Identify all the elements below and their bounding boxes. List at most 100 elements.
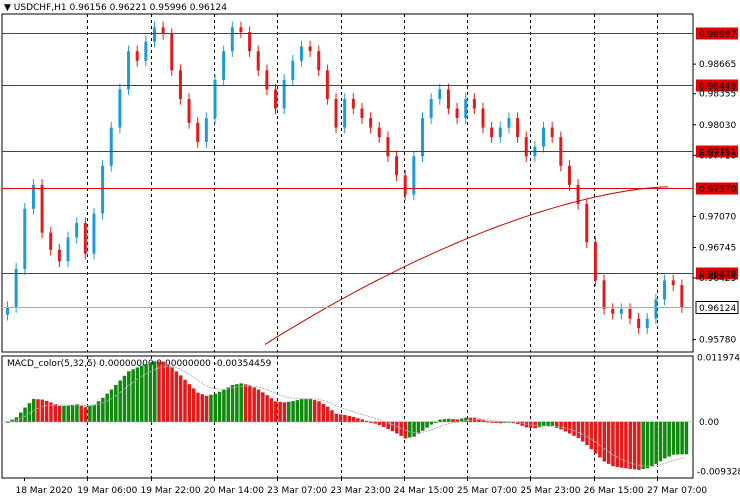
macd-bar	[671, 421, 676, 455]
candle-body	[550, 127, 554, 138]
macd-bar	[295, 400, 300, 422]
macd-bar	[420, 421, 425, 431]
triangle-down-icon[interactable]: ▼	[4, 3, 14, 13]
macd-bar	[485, 421, 490, 423]
macd-bar	[10, 419, 14, 422]
macd-bar	[546, 421, 550, 427]
macd-bar	[144, 364, 148, 422]
macd-bar	[356, 418, 360, 422]
macd-bar	[589, 421, 594, 450]
candle-body	[204, 118, 208, 142]
macd-bar	[632, 421, 637, 470]
x-tick-label: 25 Mar 23:00	[520, 486, 580, 496]
macd-bar	[14, 417, 19, 422]
macd-bar	[373, 421, 377, 424]
macd-bar	[269, 398, 274, 422]
candle-body	[343, 98, 347, 128]
candle-body	[507, 118, 511, 128]
macd-bar	[645, 421, 650, 469]
candle-body	[351, 98, 355, 109]
candle-body	[645, 318, 649, 329]
x-tick-label: 24 Mar 15:00	[394, 486, 454, 496]
macd-bar	[464, 417, 468, 422]
level-price-tag	[696, 145, 738, 158]
macd-bar	[18, 412, 23, 422]
macd-bar	[325, 406, 330, 422]
macd-bar	[70, 404, 75, 422]
macd-bar	[23, 407, 27, 422]
macd-bar	[572, 421, 576, 436]
candle-body	[524, 137, 528, 157]
y-tick-label: 0.97710	[699, 151, 736, 161]
candle-body	[602, 280, 606, 310]
macd-bar	[170, 367, 174, 422]
macd-bar	[243, 384, 248, 422]
candle-body	[161, 27, 165, 35]
level-price-label: 0.98448	[699, 82, 736, 92]
y-tick-label: 0.97070	[699, 212, 736, 222]
macd-bar	[593, 421, 598, 454]
macd-bar	[101, 397, 105, 422]
macd-tick-label: 0.0119743	[697, 354, 740, 364]
macd-bar	[88, 405, 92, 422]
macd-bar	[429, 421, 434, 425]
macd-bar	[157, 361, 161, 422]
macd-bar	[554, 421, 559, 428]
macd-bar	[442, 419, 447, 422]
macd-bar	[377, 421, 382, 425]
candle-body	[585, 204, 589, 243]
macd-bar	[503, 421, 507, 423]
macd-bar	[114, 384, 118, 422]
candle-body	[567, 165, 571, 185]
level-price-tag	[696, 267, 738, 280]
macd-bar	[299, 399, 304, 422]
macd-bar	[667, 421, 671, 457]
macd-bar	[446, 418, 451, 422]
macd-bar	[105, 393, 109, 422]
macd-bar	[399, 421, 403, 436]
macd-panel-frame	[1, 355, 694, 479]
macd-bar	[226, 387, 230, 422]
macd-bar	[317, 401, 321, 422]
candle-body	[498, 127, 502, 138]
macd-bar	[606, 421, 611, 464]
macd-bar	[425, 421, 429, 428]
candle-body	[135, 51, 139, 61]
x-tick-label: 26 Mar 15:00	[584, 486, 644, 496]
candle-body	[386, 137, 390, 157]
macd-bar	[191, 388, 196, 422]
macd-signal-line	[6, 365, 686, 467]
candle-body	[40, 184, 44, 233]
macd-bar	[351, 416, 356, 422]
candle-body	[196, 122, 200, 142]
x-tick-label: 27 Mar 07:00	[647, 486, 707, 496]
level-price-label: 0.97370	[699, 185, 736, 195]
candle-body	[256, 51, 260, 71]
macd-bar	[131, 369, 135, 422]
candle-body	[671, 280, 675, 286]
macd-bar	[537, 421, 542, 428]
current-price-label: 0.96124	[699, 304, 736, 314]
candle-body	[144, 41, 148, 61]
macd-bar	[92, 404, 96, 422]
macd-bar	[278, 401, 282, 422]
candle-body	[472, 98, 476, 109]
macd-bar	[338, 414, 343, 422]
y-tick-label: 0.96745	[699, 243, 736, 253]
macd-bar	[416, 421, 421, 434]
macd-bar	[6, 421, 10, 423]
macd-bar	[438, 419, 442, 422]
y-tick-label: 0.98030	[699, 121, 736, 131]
candle-body	[619, 309, 623, 314]
macd-bar	[654, 421, 658, 465]
macd-bar	[611, 421, 615, 467]
candle-body	[14, 268, 18, 308]
candle-body	[213, 79, 217, 119]
macd-bar	[481, 420, 486, 422]
macd-bar	[282, 402, 287, 422]
macd-bar	[330, 410, 334, 422]
macd-bar	[451, 419, 455, 422]
macd-bar	[459, 418, 464, 422]
macd-bar	[96, 401, 101, 422]
macd-bar	[127, 371, 131, 422]
